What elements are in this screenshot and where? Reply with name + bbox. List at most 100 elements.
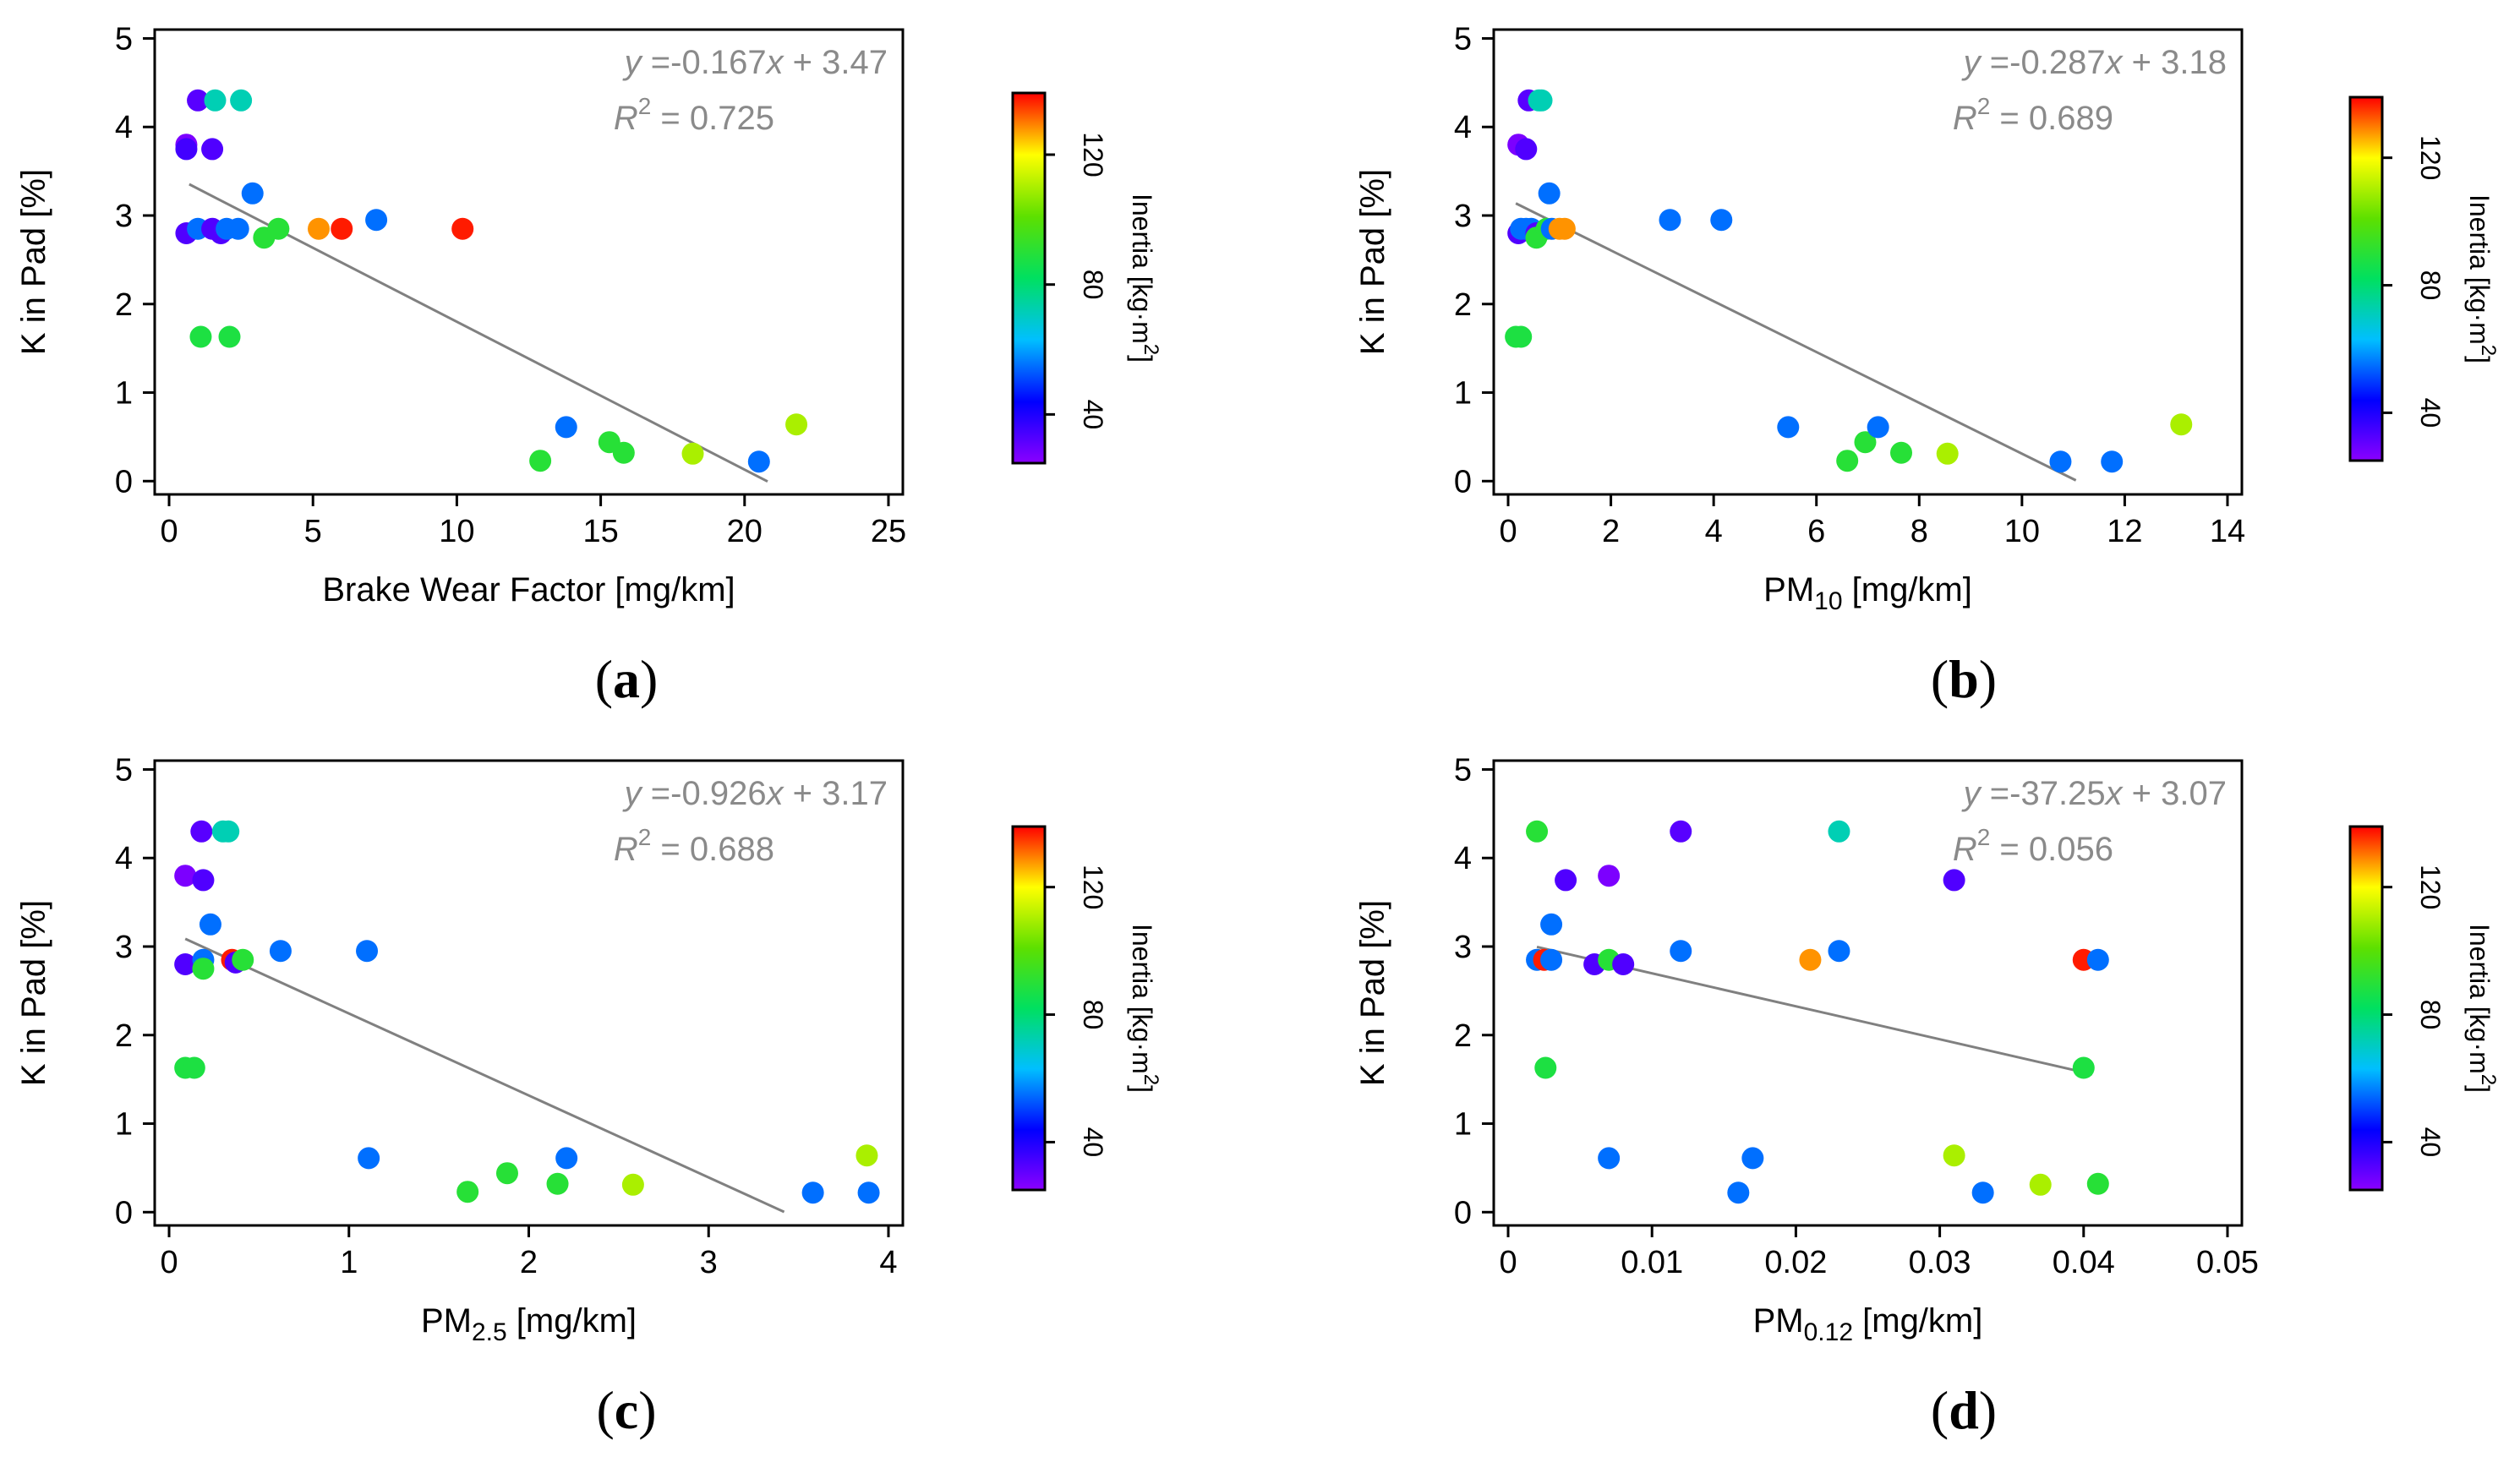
colorbar-tick-label-a-2: 120 <box>1078 132 1108 177</box>
data-point-a-15 <box>308 217 331 240</box>
panel-tag-a: (a) <box>595 649 659 709</box>
colorbar-tick-label-a-0: 40 <box>1078 400 1108 430</box>
data-point-a-16 <box>331 217 353 240</box>
data-point-a-22 <box>555 416 577 439</box>
data-point-b-23 <box>1867 416 1889 439</box>
colorbar-tick-label-c-0: 40 <box>1078 1127 1108 1158</box>
data-point-d-0 <box>1526 820 1549 843</box>
colorbar-b <box>2348 95 2384 462</box>
data-point-b-25 <box>1936 442 1959 465</box>
panel-tag-b: (b) <box>1931 649 1997 709</box>
data-point-a-19 <box>189 325 212 348</box>
x-tick-label-b-7: 14 <box>2210 514 2245 549</box>
y-tick-label-a-1: 1 <box>115 376 133 412</box>
fit-equation-a: y =-0.167x + 3.47 <box>622 44 888 81</box>
x-axis-label-b: PM10 [mg/km] <box>1763 571 1972 615</box>
data-point-c-17 <box>456 1181 479 1203</box>
data-point-c-4 <box>192 869 215 892</box>
y-tick-label-b-0: 0 <box>1454 464 1472 499</box>
data-point-c-23 <box>855 1144 878 1167</box>
y-tick-label-d-2: 2 <box>1454 1018 1472 1054</box>
x-tick-label-b-2: 4 <box>1705 514 1723 549</box>
colorbar-tick-label-c-2: 120 <box>1078 865 1108 909</box>
data-point-d-4 <box>1598 865 1621 887</box>
fit-equation-d: y =-37.25x + 3.07 <box>1961 775 2227 812</box>
data-point-d-1 <box>1670 820 1692 843</box>
data-point-c-15 <box>183 1056 205 1079</box>
y-tick-label-c-3: 3 <box>115 930 133 965</box>
x-tick-label-d-4: 0.04 <box>2053 1245 2115 1280</box>
r-squared-a: R2 = 0.725 <box>614 93 774 137</box>
x-tick-label-d-5: 0.05 <box>2196 1245 2259 1280</box>
r-squared-b: R2 = 0.689 <box>1953 93 2113 137</box>
y-axis-label-b: K in Pad [%] <box>1354 169 1391 355</box>
colorbar-label-b: Inertia [kg·m2] <box>2464 194 2500 363</box>
data-point-d-6 <box>1540 913 1563 936</box>
data-point-b-22 <box>1854 431 1877 454</box>
data-point-d-20 <box>1598 1147 1621 1170</box>
y-axis-label-a: K in Pad [%] <box>15 169 52 355</box>
x-tick-label-a-2: 10 <box>439 514 474 549</box>
data-point-a-25 <box>681 442 704 465</box>
data-point-a-12 <box>227 217 249 240</box>
x-tick-label-a-1: 5 <box>304 514 322 549</box>
data-point-c-3 <box>174 865 197 887</box>
data-point-c-22 <box>801 1181 824 1204</box>
data-point-d-19 <box>2072 1056 2095 1079</box>
y-tick-label-b-4: 4 <box>1454 110 1472 145</box>
x-tick-label-d-3: 0.03 <box>1909 1245 1971 1280</box>
r-squared-c: R2 = 0.688 <box>614 824 774 868</box>
colorbar-tick-label-a-1: 80 <box>1078 270 1108 300</box>
data-point-d-21 <box>1727 1181 1750 1204</box>
x-tick-label-d-1: 0.01 <box>1621 1245 1683 1280</box>
y-tick-label-b-1: 1 <box>1454 376 1472 412</box>
x-tick-label-b-0: 0 <box>1499 514 1517 549</box>
data-point-a-0 <box>187 89 210 112</box>
data-point-b-24 <box>1890 441 1913 464</box>
colorbar-tick-label-d-2: 120 <box>2415 865 2446 909</box>
data-point-d-23 <box>1943 1144 1965 1167</box>
x-tick-label-c-4: 4 <box>879 1245 897 1280</box>
x-tick-label-c-1: 1 <box>340 1245 358 1280</box>
data-point-a-18 <box>451 217 474 240</box>
data-point-a-24 <box>612 441 635 464</box>
data-point-d-15 <box>1828 940 1850 963</box>
y-tick-label-d-4: 4 <box>1454 841 1472 876</box>
data-point-c-16 <box>358 1147 380 1170</box>
x-axis-label-c: PM2.5 [mg/km] <box>421 1302 637 1346</box>
data-point-c-18 <box>495 1162 518 1185</box>
y-tick-label-b-2: 2 <box>1454 287 1472 323</box>
colorbar-label-d: Inertia [kg·m2] <box>2464 924 2500 1093</box>
x-axis-label-d: PM0.12 [mg/km] <box>1753 1302 1983 1346</box>
data-point-d-25 <box>2029 1173 2052 1196</box>
data-point-d-13 <box>1670 940 1692 963</box>
data-point-c-21 <box>621 1173 644 1196</box>
data-point-c-24 <box>857 1181 880 1204</box>
data-point-d-17 <box>2086 948 2109 971</box>
x-tick-label-a-0: 0 <box>160 514 178 549</box>
data-point-b-20 <box>1777 416 1800 439</box>
data-point-a-21 <box>529 450 552 472</box>
data-point-b-27 <box>2101 450 2124 473</box>
panel-tag-d: (d) <box>1931 1380 1997 1440</box>
y-tick-label-c-2: 2 <box>115 1018 133 1054</box>
data-point-a-26 <box>747 450 770 473</box>
x-tick-label-b-6: 12 <box>2107 514 2142 549</box>
data-point-b-15 <box>1553 217 1576 240</box>
y-tick-label-d-1: 1 <box>1454 1107 1472 1143</box>
y-tick-label-a-0: 0 <box>115 464 133 499</box>
colorbar-tick-label-c-1: 80 <box>1078 1000 1108 1030</box>
y-axis-label-d: K in Pad [%] <box>1354 900 1391 1086</box>
data-point-c-0 <box>190 820 213 843</box>
y-tick-label-d-5: 5 <box>1454 752 1472 788</box>
data-point-d-2 <box>1828 820 1850 843</box>
data-point-b-17 <box>1710 209 1733 232</box>
fit-line-c <box>184 937 785 1214</box>
colorbar-tick-label-b-2: 120 <box>2415 135 2446 180</box>
fit-equation-b: y =-0.287x + 3.18 <box>1961 44 2227 81</box>
colorbar-c <box>1011 825 1047 1192</box>
colorbar-tick-label-d-1: 80 <box>2415 1000 2446 1030</box>
